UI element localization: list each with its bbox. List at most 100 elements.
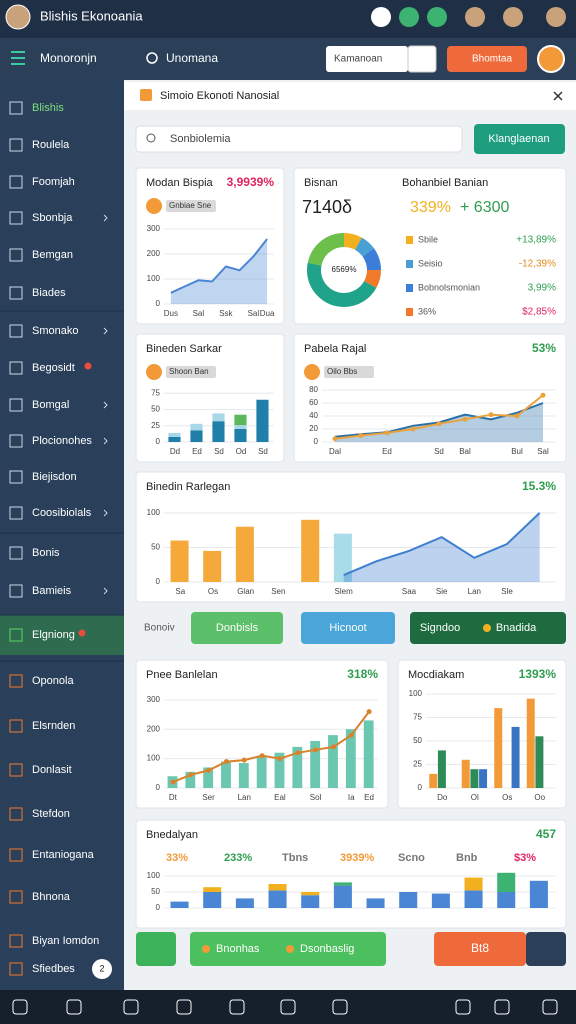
sidebar-item[interactable]: Roulela bbox=[32, 139, 70, 151]
sidebar-item[interactable]: Bhnona bbox=[32, 891, 71, 903]
filter-button-label[interactable]: Hicnoot bbox=[329, 622, 366, 634]
nav-icon[interactable] bbox=[12, 999, 28, 1015]
sidebar-item[interactable]: Sbonbja bbox=[32, 212, 73, 224]
sidebar-item[interactable]: Elsrnden bbox=[32, 720, 75, 732]
card-stat: 3,9939% bbox=[227, 175, 275, 189]
nav-icon[interactable] bbox=[332, 999, 348, 1015]
filter-button[interactable] bbox=[301, 612, 395, 644]
bar bbox=[190, 430, 203, 442]
header-icon[interactable] bbox=[503, 7, 523, 27]
legend-value: 3,99% bbox=[528, 283, 556, 294]
sidebar-icon bbox=[9, 584, 23, 598]
primary-button[interactable] bbox=[447, 46, 527, 72]
chevron bbox=[103, 587, 108, 595]
y-tick-label: 75 bbox=[151, 388, 160, 397]
y-tick-label: 0 bbox=[314, 437, 319, 446]
sidebar-item[interactable]: Bemgan bbox=[32, 249, 73, 261]
x-tick-label: Oo bbox=[534, 793, 545, 802]
card-title: Bineden Sarkar bbox=[146, 343, 222, 355]
sidebar-item[interactable]: Plocionohes bbox=[32, 435, 92, 447]
bar bbox=[429, 773, 438, 788]
sidebar-item[interactable]: Biades bbox=[32, 287, 66, 299]
label[interactable]: Klanglaenan bbox=[488, 133, 549, 145]
sidebar-icon bbox=[9, 546, 23, 560]
sidebar-item[interactable]: Donlasit bbox=[32, 764, 72, 776]
header-icon[interactable] bbox=[371, 7, 391, 27]
nav-icon[interactable] bbox=[66, 999, 82, 1015]
y-tick-label: 50 bbox=[151, 543, 160, 552]
search-button[interactable] bbox=[407, 45, 437, 73]
legend-value: -12,39% bbox=[519, 259, 556, 270]
badge-count: 2 bbox=[99, 963, 104, 973]
sidebar-icon bbox=[9, 470, 23, 484]
y-tick-label: 50 bbox=[413, 736, 422, 745]
filter-button-label[interactable]: Donbisls bbox=[216, 622, 259, 634]
legend-label: Bobnolsmonian bbox=[418, 282, 480, 292]
header-icon[interactable] bbox=[465, 7, 485, 27]
bar bbox=[333, 885, 352, 908]
close-icon[interactable] bbox=[553, 91, 563, 101]
icon-button[interactable] bbox=[136, 932, 176, 966]
notification-dot bbox=[84, 362, 92, 370]
bar bbox=[234, 425, 247, 429]
nav-icon[interactable] bbox=[542, 999, 558, 1015]
legend-label: Sbile bbox=[418, 234, 438, 244]
summary-stat: 33% bbox=[166, 852, 188, 864]
bar bbox=[526, 698, 535, 788]
header-icon[interactable] bbox=[546, 7, 566, 27]
action-label[interactable]: Dsonbaslig bbox=[300, 943, 354, 955]
bar bbox=[363, 720, 374, 788]
nav-icon[interactable] bbox=[280, 999, 296, 1015]
search-input[interactable] bbox=[326, 46, 408, 72]
sidebar-item[interactable]: Bonis bbox=[32, 547, 60, 559]
dialog-button[interactable] bbox=[474, 124, 565, 154]
sidebar-item[interactable]: Oponola bbox=[32, 675, 74, 687]
y-tick-label: 40 bbox=[309, 411, 318, 420]
legend-value: $2,85% bbox=[522, 307, 556, 318]
sidebar-item[interactable]: Elgniong bbox=[32, 629, 75, 641]
sidebar-item[interactable]: Smonako bbox=[32, 325, 78, 337]
y-tick-label: 300 bbox=[147, 224, 161, 233]
nav-icon[interactable] bbox=[229, 999, 245, 1015]
bar bbox=[310, 741, 321, 788]
nav-icon[interactable] bbox=[123, 999, 139, 1015]
label[interactable]: Bhomtaa bbox=[472, 54, 512, 65]
sidebar-item[interactable]: Blishis bbox=[32, 102, 64, 114]
bar bbox=[494, 708, 503, 788]
sidebar-item[interactable]: Sfiedbes bbox=[32, 963, 75, 975]
action-button[interactable] bbox=[434, 932, 526, 966]
sidebar-item[interactable]: Bamieis bbox=[32, 585, 72, 597]
action-label[interactable]: Bnonhas bbox=[216, 943, 260, 955]
sidebar-item[interactable]: Begosidt bbox=[32, 362, 75, 374]
profile[interactable] bbox=[537, 45, 565, 73]
card-stat: 339% bbox=[410, 199, 451, 216]
action-label[interactable]: Bt8 bbox=[471, 941, 489, 955]
point bbox=[436, 421, 442, 427]
sidebar-item[interactable]: Foomjah bbox=[32, 176, 75, 188]
sidebar-item[interactable]: Biejisdon bbox=[32, 471, 77, 483]
filter-button-label[interactable]: Signdoo bbox=[420, 622, 460, 634]
bar bbox=[235, 898, 254, 908]
y-tick-label: 100 bbox=[409, 689, 423, 698]
nav-icon[interactable] bbox=[494, 999, 510, 1015]
dialog-search[interactable] bbox=[135, 125, 463, 153]
header-icon[interactable] bbox=[399, 7, 419, 27]
bar bbox=[221, 761, 231, 788]
nav-icon[interactable] bbox=[176, 999, 192, 1015]
nav-icon[interactable] bbox=[455, 999, 471, 1015]
x-tick-label: Bul bbox=[511, 447, 523, 456]
sidebar-item[interactable]: Stefdon bbox=[32, 808, 70, 820]
bar bbox=[333, 533, 352, 582]
sidebar-item[interactable]: Entaniogana bbox=[32, 849, 95, 861]
y-tick-label: 80 bbox=[309, 385, 318, 394]
sidebar-item[interactable]: Coosibiolals bbox=[32, 507, 92, 519]
legend-label: 36% bbox=[418, 306, 436, 316]
filter-button-label[interactable]: Bnadida bbox=[496, 622, 537, 634]
icon-button[interactable] bbox=[526, 932, 566, 966]
sidebar-item[interactable]: Bomgal bbox=[32, 399, 69, 411]
point bbox=[188, 772, 194, 778]
sidebar-item[interactable]: Biyan Iomdon bbox=[32, 935, 99, 947]
filter-button[interactable] bbox=[191, 612, 283, 644]
header-icon[interactable] bbox=[427, 7, 447, 27]
bar bbox=[529, 880, 548, 908]
